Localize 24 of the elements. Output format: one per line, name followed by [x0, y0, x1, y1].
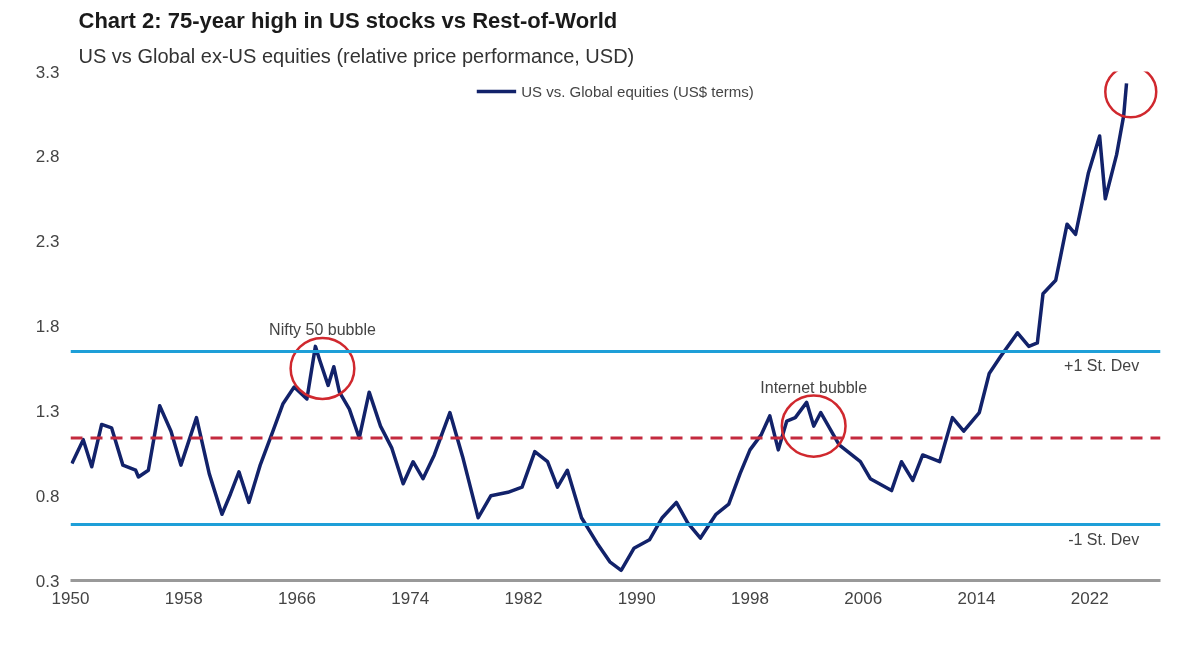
annotation: Nifty 50 bubble	[269, 321, 376, 339]
x-tick-label: 1990	[617, 588, 656, 608]
chart-title: Chart 2: 75-year high in US stocks vs Rest-of-World	[78, 7, 618, 33]
x-tick-label: 2022	[1070, 588, 1109, 608]
legend-label: US vs. Global equities (US$ terms)	[521, 82, 754, 100]
chart-subtitle: US vs Global ex-US equities (relative price performance, USD)	[78, 44, 635, 67]
y-tick-label: 1.8	[35, 317, 60, 336]
y-tick-label: 0.3	[35, 571, 60, 591]
x-tick-label: 1950	[51, 588, 90, 608]
ref-line-label: +1 St. Dev	[1064, 357, 1140, 375]
x-tick-label: 2014	[957, 588, 996, 608]
y-tick-label: 2.3	[35, 232, 60, 252]
x-tick-label: 1974	[391, 588, 430, 608]
x-tick-label: 1966	[278, 588, 316, 608]
y-tick-label: 1.3	[35, 401, 60, 421]
annotation: Internet bubble	[760, 379, 868, 397]
y-tick-label: 2.8	[35, 147, 60, 167]
ref-line-label: -1 St. Dev	[1068, 530, 1140, 548]
x-tick-label: 2006	[844, 588, 883, 608]
x-tick-label: 1982	[504, 588, 543, 608]
y-tick-label: 3.3	[35, 62, 60, 82]
x-tick-label: 1998	[731, 588, 769, 608]
x-tick-label: 1958	[164, 588, 203, 608]
y-tick-label: 0.8	[35, 486, 60, 506]
